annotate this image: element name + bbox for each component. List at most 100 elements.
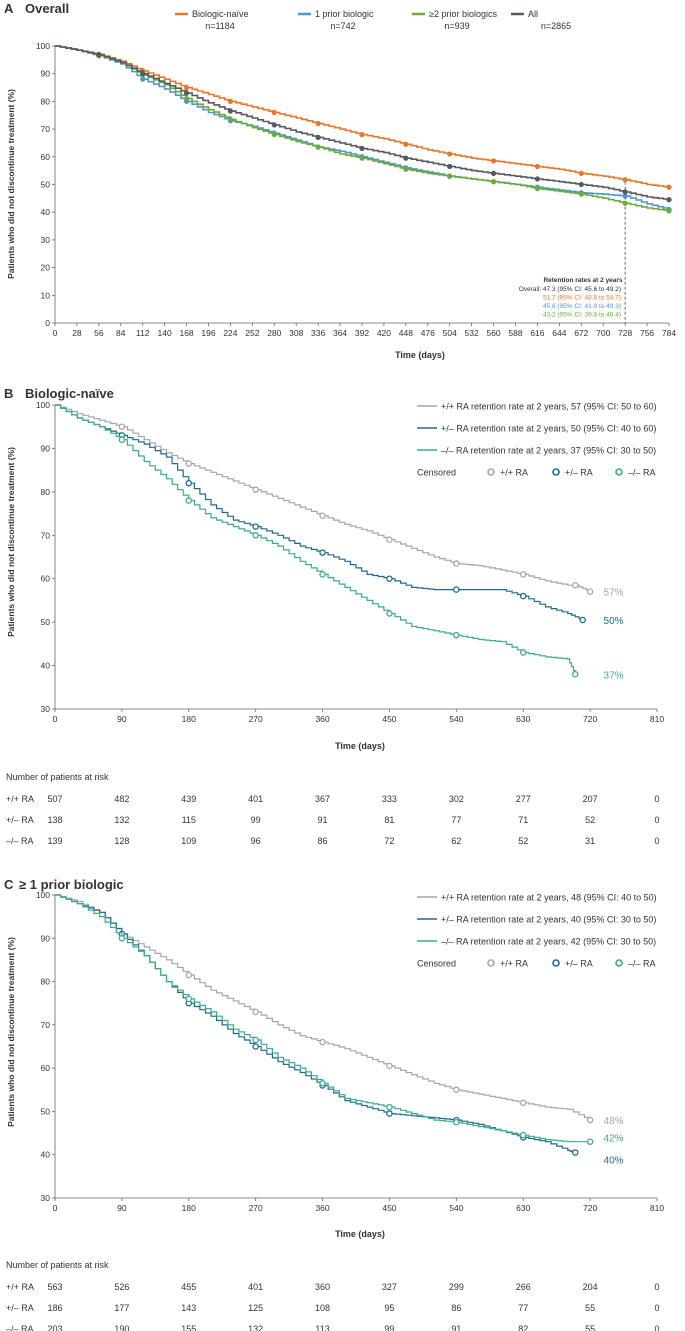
censored-marker — [487, 959, 495, 967]
panel-a-letter: A — [4, 1, 14, 16]
censor-marker — [666, 208, 672, 214]
y-tick-label: 70 — [41, 530, 51, 540]
x-tick-label: 270 — [249, 714, 263, 724]
series-line-3 — [55, 45, 670, 200]
risk-value: 299 — [449, 1282, 464, 1292]
censor-marker — [319, 549, 326, 556]
y-tick-label: 40 — [41, 1150, 51, 1160]
censor-marker — [519, 1131, 527, 1139]
x-tick-label: 360 — [315, 714, 329, 724]
y-tick-label: 60 — [41, 574, 51, 584]
censor-marker — [386, 536, 393, 543]
panel-c-legend: +/+ RA retention rate at 2 years, 48 (95… — [417, 893, 657, 969]
legend-label: ≥2 prior biologics — [429, 9, 497, 19]
censored-marker — [487, 468, 495, 476]
risk-value: 109 — [181, 836, 196, 846]
risk-value: 96 — [251, 836, 261, 846]
panel-c-ylabel: Patients who did not discontinue treatme… — [6, 937, 16, 1127]
risk-value: 0 — [654, 1303, 659, 1313]
legend-label: 1 prior biologic — [315, 9, 374, 19]
panel-a-plot: 0 10 20 30 40 50 60 70 80 90 100 0 28 56 84 112 140 168 19… — [36, 41, 677, 338]
risk-value: 99 — [251, 815, 261, 825]
panel-c-letter: C — [4, 877, 14, 892]
x-tick-label: 448 — [399, 328, 413, 338]
y-tick-label: 30 — [41, 1193, 51, 1203]
x-tick-label: 756 — [640, 328, 654, 338]
x-tick-label: 450 — [382, 714, 396, 724]
annotation-title: Retention rates at 2 years — [543, 277, 623, 284]
censor-marker — [519, 1099, 527, 1107]
legend-n: n=939 — [444, 21, 469, 31]
censor-marker — [118, 423, 126, 430]
y-tick-label: 90 — [41, 69, 51, 79]
censor-marker — [252, 486, 259, 493]
x-tick-label: 140 — [158, 328, 172, 338]
panel-a-ylabel: Patients who did not discontinue treatme… — [6, 89, 16, 279]
x-tick-label: 532 — [465, 328, 479, 338]
censor-marker — [359, 155, 365, 161]
risk-value: 333 — [382, 794, 397, 804]
x-tick-label: 0 — [53, 714, 58, 724]
legend-label: +/+ RA retention rate at 2 years, 57 (95… — [441, 402, 657, 412]
y-tick-label: 0 — [45, 318, 50, 328]
censored-marker — [552, 468, 560, 476]
x-tick-label: 0 — [53, 328, 58, 338]
risk-value: 302 — [449, 794, 464, 804]
series-line-2 — [55, 894, 591, 1143]
x-tick-label: 252 — [245, 328, 259, 338]
x-tick-label: 540 — [449, 1203, 463, 1213]
risk-value: 266 — [516, 1282, 531, 1292]
censor-marker — [453, 1086, 460, 1094]
panel-c-risk-table: +/+ RA 563 526 455 401 360 327 299 266 204 0 +/– RA… — [6, 1282, 660, 1331]
censor-marker — [453, 586, 460, 593]
y-tick-label: 50 — [41, 1106, 51, 1116]
x-tick-label: 700 — [596, 328, 610, 338]
panel-a-retention-annotation: Retention rates at 2 years Overall: 47.3… — [519, 277, 623, 319]
censor-marker — [403, 141, 409, 147]
risk-row-label: –/– RA — [6, 1324, 34, 1331]
censor-marker — [183, 90, 190, 96]
censor-marker — [315, 134, 321, 141]
censor-marker — [403, 155, 409, 161]
end-label: 50% — [604, 616, 624, 627]
panel-a-xlabel: Time (days) — [395, 350, 445, 360]
censor-marker — [534, 163, 541, 170]
censor-marker — [319, 512, 326, 519]
legend-label: –/– RA retention rate at 2 years, 42 (95… — [441, 937, 656, 947]
censor-marker — [453, 631, 460, 639]
panel-c-plot: 30 40 50 60 70 80 90 100 0 90 180 270 360 450 540 630 72… — [36, 890, 665, 1213]
risk-value: 0 — [654, 794, 659, 804]
risk-value: 77 — [518, 1303, 528, 1313]
risk-value: 128 — [114, 836, 129, 846]
legend-n: n=2865 — [541, 21, 571, 31]
risk-value: 207 — [583, 794, 598, 804]
risk-value: 526 — [114, 1282, 129, 1292]
censor-marker — [315, 120, 321, 127]
y-tick-label: 80 — [41, 487, 51, 497]
censor-marker — [534, 176, 541, 182]
y-tick-label: 100 — [36, 400, 50, 410]
annotation-line: 43.2 (95% CI: 39.8 to 46.4) — [543, 312, 621, 319]
censor-marker — [579, 616, 586, 624]
y-tick-label: 70 — [41, 124, 51, 134]
x-tick-label: 672 — [574, 328, 588, 338]
panel-b-ylabel: Patients who did not discontinue treatme… — [6, 447, 16, 637]
censor-marker — [359, 131, 365, 138]
censor-marker — [571, 1149, 579, 1156]
censor-marker — [185, 995, 193, 1003]
censor-marker — [252, 523, 259, 530]
x-tick-label: 90 — [117, 714, 127, 724]
risk-value: 327 — [382, 1282, 397, 1292]
x-tick-label: 784 — [662, 328, 676, 338]
x-tick-label: 420 — [377, 328, 391, 338]
risk-value: 401 — [248, 794, 263, 804]
risk-value: 91 — [451, 1324, 461, 1331]
censored-label: Censored — [417, 468, 456, 478]
risk-value: 132 — [248, 1324, 263, 1331]
censor-marker — [447, 163, 453, 170]
censor-marker — [490, 179, 497, 185]
risk-value: 186 — [47, 1303, 62, 1313]
risk-value: 72 — [384, 836, 394, 846]
risk-value: 95 — [384, 1303, 394, 1313]
y-tick-label: 100 — [36, 890, 50, 900]
